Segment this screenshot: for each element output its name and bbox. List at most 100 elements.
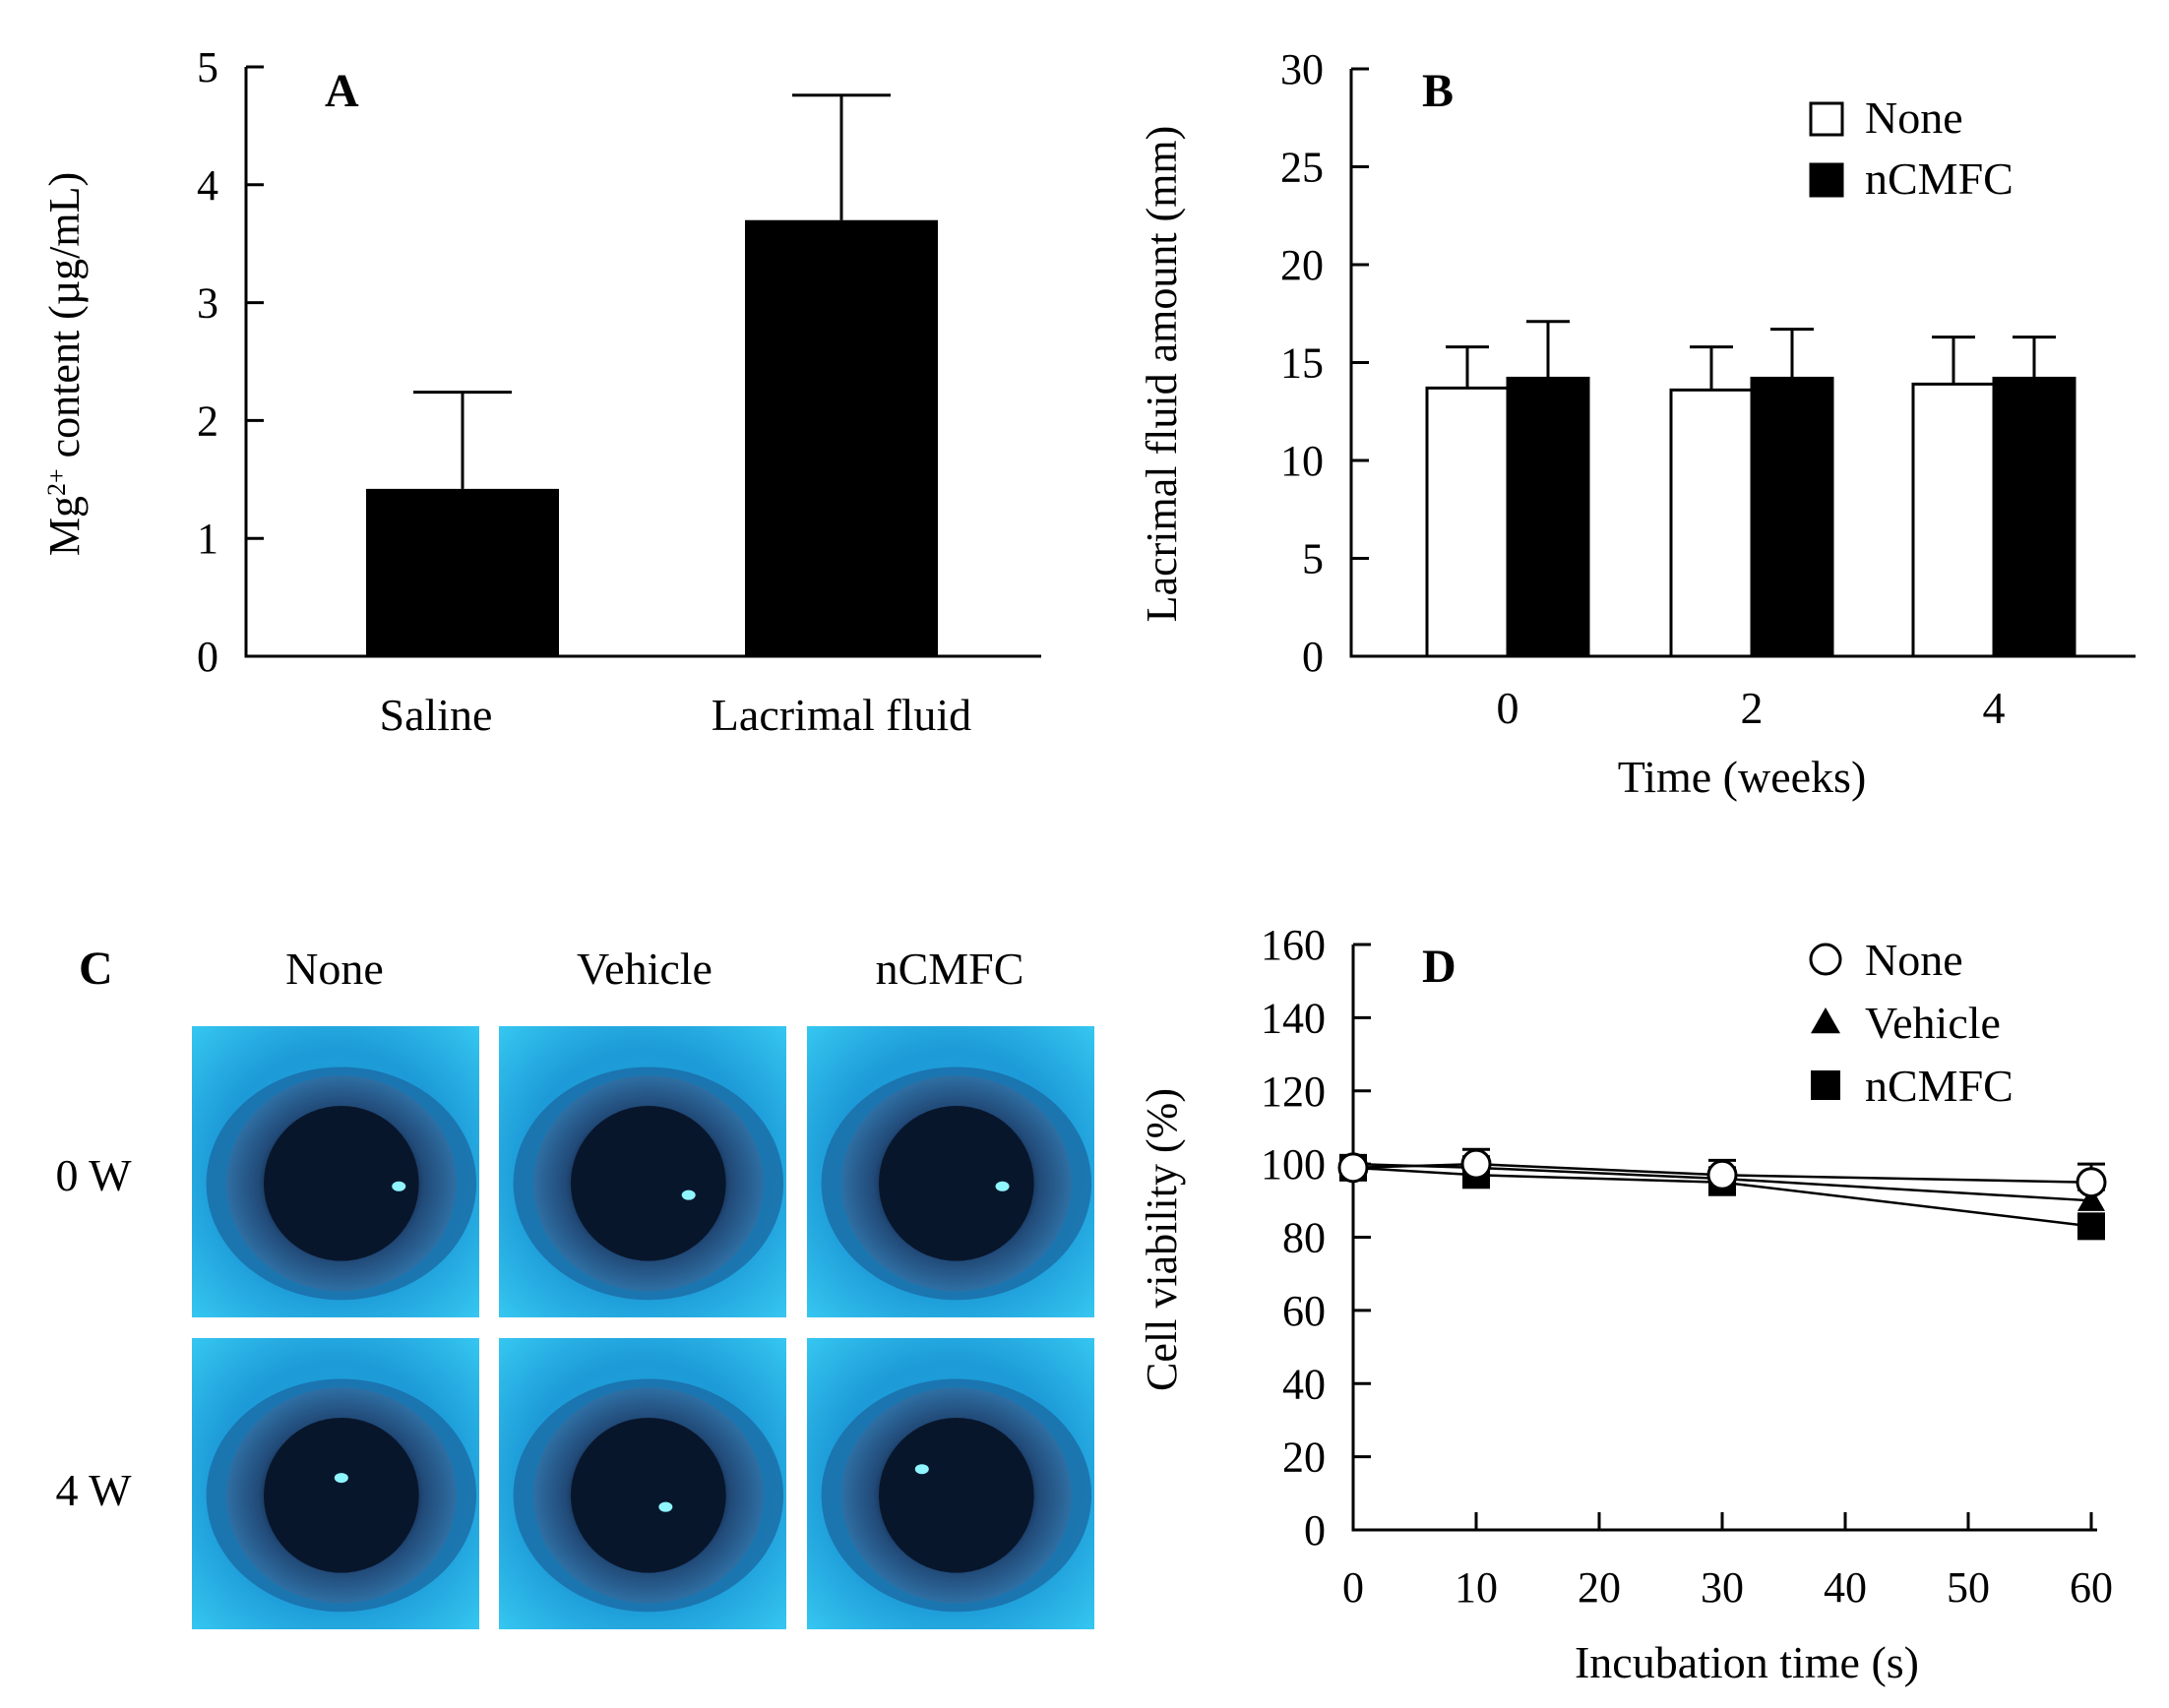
- panel-d-legend-marker: [1809, 943, 1842, 976]
- panel-d-label: D: [1422, 941, 1456, 993]
- panel-c-col-vehicle: Vehicle: [577, 944, 713, 994]
- eye-photo: [807, 1338, 1094, 1629]
- panel-d-x-tick-label: 20: [1578, 1563, 1621, 1612]
- panel-b-bar: [1669, 388, 1754, 658]
- panel-b-y-tick-label: 10: [1280, 437, 1324, 485]
- panel-b-legend-swatch: [1809, 101, 1844, 137]
- panel-d-x-tick-label: 0: [1342, 1563, 1364, 1612]
- panel-b-x-tick-label: 0: [1497, 683, 1519, 733]
- eye-pupil: [571, 1418, 726, 1573]
- panel-b-chart: B Lacrimal fluid amount (mm) Time (weeks…: [1138, 45, 2136, 802]
- panel-b-legend-swatch: [1809, 162, 1844, 198]
- eye-pupil: [264, 1418, 419, 1573]
- eye-glint: [914, 1464, 929, 1475]
- panel-c-col-none: None: [285, 944, 384, 994]
- eye-photo: [192, 1338, 479, 1629]
- panel-b-plot-area: 0 5 10 15 20 25 30 0 2 4 None nCMFC: [1280, 45, 2136, 733]
- panel-b-bar: [1911, 382, 1996, 658]
- eye-pupil: [879, 1106, 1034, 1261]
- eye-photo: [807, 1026, 1094, 1317]
- panel-d-legend-label: nCMFC: [1865, 1061, 2014, 1111]
- panel-d-point: [1706, 1159, 1738, 1190]
- panel-d-y-tick-label: 80: [1282, 1214, 1326, 1262]
- panel-c-label: C: [79, 943, 113, 995]
- eye-pupil: [571, 1106, 726, 1261]
- eye-photo: [192, 1026, 479, 1317]
- eye-glint: [392, 1181, 406, 1191]
- panel-d-legend-label: Vehicle: [1865, 998, 2001, 1048]
- eye-glint: [658, 1501, 673, 1512]
- panel-b-x-axis-label: Time (weeks): [1618, 752, 1867, 802]
- panel-d-y-tick-label: 20: [1282, 1434, 1326, 1482]
- eye-glint: [334, 1473, 348, 1484]
- panel-c-row-0w: 0 W: [55, 1150, 132, 1200]
- panel-c-images: C None Vehicle nCMFC 0 W 4 W: [55, 943, 1094, 1629]
- panel-b-y-tick-label: 20: [1280, 241, 1324, 289]
- panel-d-y-tick-label: 0: [1304, 1506, 1326, 1555]
- eye-pupil: [879, 1418, 1034, 1573]
- panel-a-x-tick-label: Lacrimal fluid: [712, 690, 971, 740]
- panel-d-y-tick-label: 60: [1282, 1287, 1326, 1335]
- panel-a-y-tick-label: 5: [197, 43, 218, 92]
- panel-b-bar: [1425, 386, 1510, 658]
- eye-glint: [995, 1181, 1010, 1191]
- panel-a-bar: [745, 219, 938, 657]
- panel-c-col-ncmfc: nCMFC: [876, 944, 1024, 994]
- panel-d-y-tick-label: 140: [1261, 994, 1326, 1042]
- panel-d-legend-label: None: [1865, 935, 1963, 985]
- panel-b-y-axis-label: Lacrimal fluid amount (mm): [1138, 126, 1186, 623]
- panel-d-x-tick-label: 10: [1455, 1563, 1498, 1612]
- panel-c-row-4w: 4 W: [55, 1465, 132, 1515]
- panel-a-bar: [366, 488, 559, 656]
- panel-d-legend-marker: [1811, 1007, 1840, 1034]
- panel-a-ylabel-prefix: Mg: [40, 496, 89, 556]
- panel-c-photo-grid: [192, 1026, 1094, 1629]
- panel-a-ylabel-suffix: content (µg/mL): [40, 172, 89, 469]
- panel-d-y-tick-label: 160: [1261, 921, 1326, 969]
- panel-d-point: [2077, 1212, 2105, 1241]
- panel-a-plot-area: 0 1 2 3 4 5 Saline Lacrimal fluid: [197, 43, 1041, 740]
- panel-d-x-tick-label: 30: [1701, 1563, 1744, 1612]
- panel-a-ylabel-sup: 2+: [42, 468, 71, 496]
- panel-a-y-tick-label: 1: [197, 515, 218, 563]
- panel-d-y-tick-label: 40: [1282, 1360, 1326, 1408]
- panel-d-x-tick-label: 50: [1947, 1563, 1990, 1612]
- panel-a-chart: A Mg2+ content (µg/mL) 0 1 2 3 4 5 Saline Lacri…: [40, 43, 1041, 740]
- panel-d-y-tick-label: 120: [1261, 1068, 1326, 1116]
- panel-b-y-tick-label: 0: [1302, 633, 1324, 681]
- panel-b-legend-label: nCMFC: [1865, 153, 2014, 204]
- panel-d-point: [1337, 1152, 1369, 1184]
- panel-d-legend-marker: [1811, 1070, 1840, 1100]
- panel-b-x-tick-label: 2: [1741, 683, 1764, 733]
- panel-d-chart: D Cell viability (%) Incubation time (s)…: [1138, 921, 2113, 1687]
- eye-photo: [499, 1338, 786, 1629]
- panel-d-point: [2076, 1167, 2107, 1198]
- panel-d-point: [2077, 1187, 2105, 1211]
- eye-glint: [681, 1190, 696, 1200]
- panel-b-y-tick-label: 5: [1302, 535, 1324, 583]
- panel-a-y-tick-label: 4: [197, 161, 218, 210]
- panel-d-y-tick-label: 100: [1261, 1140, 1326, 1189]
- panel-b-label: B: [1422, 65, 1454, 117]
- panel-a-label: A: [325, 65, 359, 117]
- panel-b-legend-label: None: [1865, 92, 1963, 143]
- panel-d-x-tick-label: 40: [1824, 1563, 1867, 1612]
- panel-d-x-axis-label: Incubation time (s): [1575, 1637, 1919, 1687]
- eye-pupil: [264, 1106, 419, 1261]
- panel-d-x-tick-label: 60: [2070, 1563, 2113, 1612]
- panel-b-y-tick-label: 25: [1280, 144, 1324, 192]
- panel-d-series-line: [1352, 1166, 2092, 1228]
- panel-b-x-tick-label: 4: [1983, 683, 2006, 733]
- panel-b-y-tick-label: 15: [1280, 339, 1324, 388]
- panel-b-y-tick-label: 30: [1280, 45, 1324, 93]
- panel-a-y-tick-label: 0: [197, 633, 218, 681]
- panel-d-plot-area: 0 20 40 60 80 100 120 140 160 0 10 20 30 40 50 60 None Ve…: [1261, 921, 2113, 1612]
- panel-a-x-tick-label: Saline: [380, 690, 493, 740]
- panel-a-y-tick-label: 2: [197, 396, 218, 445]
- panel-a-y-tick-label: 3: [197, 279, 218, 328]
- panel-b-bar: [1750, 376, 1834, 658]
- panel-d-y-axis-label: Cell viability (%): [1138, 1088, 1186, 1391]
- panel-d-series-line: [1352, 1162, 2092, 1202]
- panel-a-y-axis-label: Mg2+ content (µg/mL): [40, 172, 89, 556]
